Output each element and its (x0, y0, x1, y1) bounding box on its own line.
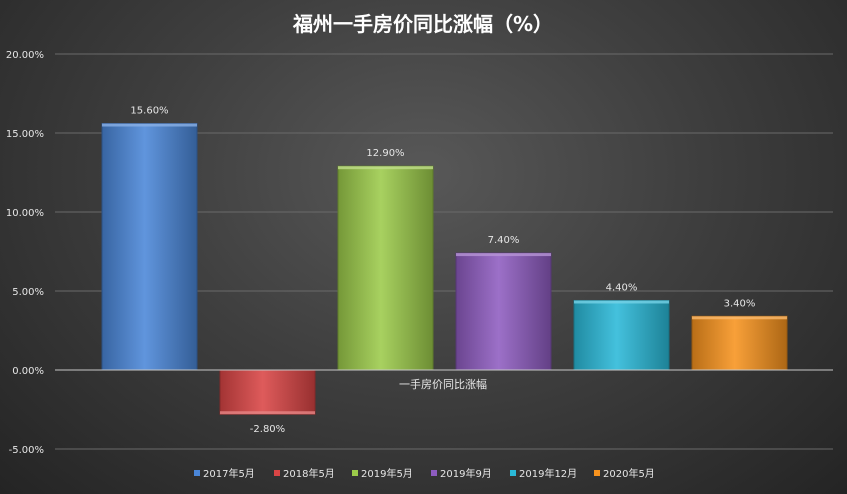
y-tick-label: 10.00% (6, 208, 44, 219)
y-tick-label: 5.00% (12, 287, 44, 298)
category-label: 一手房价同比涨幅 (399, 377, 487, 391)
legend-swatch (594, 470, 600, 476)
bar-4 (455, 252, 552, 371)
legend-label: 2019年12月 (519, 467, 577, 480)
data-label-2: -2.80% (250, 424, 285, 435)
bar-highlight (220, 411, 315, 415)
bar-highlight (102, 123, 197, 127)
legend-label: 2020年5月 (603, 467, 655, 480)
legend-swatch (352, 470, 358, 476)
bars (101, 123, 788, 415)
legend-item: 2019年12月 (510, 467, 577, 480)
bar-highlight (338, 166, 433, 170)
bar-highlight (574, 300, 669, 304)
legend-item: 2020年5月 (594, 467, 655, 480)
legend-swatch (510, 470, 516, 476)
y-tick-label: 15.00% (6, 129, 44, 140)
legend-item: 2018年5月 (274, 467, 335, 480)
legend-label: 2017年5月 (203, 467, 255, 480)
legend-swatch (431, 470, 437, 476)
legend-item: 2017年5月 (194, 467, 255, 480)
y-axis-ticks: 20.00% 15.00% 10.00% 5.00% 0.00% -5.00% (6, 50, 44, 456)
legend-label: 2018年5月 (283, 467, 335, 480)
legend-label: 2019年5月 (361, 467, 413, 480)
y-tick-label: 0.00% (12, 366, 44, 377)
data-label-5: 4.40% (606, 282, 638, 293)
bar-2 (219, 369, 316, 415)
bar-highlight (456, 253, 551, 257)
data-label-1: 15.60% (130, 106, 168, 117)
bar-1 (101, 123, 198, 371)
chart-title: 福州一手房价同比涨幅（%） (292, 12, 553, 36)
y-tick-label: 20.00% (6, 50, 44, 61)
bar-highlight (692, 316, 787, 320)
bar-3 (337, 165, 434, 371)
legend-label: 2019年9月 (440, 467, 492, 480)
data-label-4: 7.40% (488, 235, 520, 246)
legend-item: 2019年5月 (352, 467, 413, 480)
legend-swatch (274, 470, 280, 476)
data-label-3: 12.90% (366, 148, 404, 159)
bar-6 (691, 315, 788, 371)
legend: 2017年5月 2018年5月 2019年5月 2019年9月 2019年12月 2020… (194, 467, 655, 480)
data-labels: 15.60% -2.80% 12.90% 7.40% 4.40% 3.40% (130, 106, 755, 436)
legend-swatch (194, 470, 200, 476)
y-tick-label: -5.00% (9, 445, 44, 456)
data-label-6: 3.40% (724, 298, 756, 309)
bar-5 (573, 299, 670, 371)
legend-item: 2019年9月 (431, 467, 492, 480)
